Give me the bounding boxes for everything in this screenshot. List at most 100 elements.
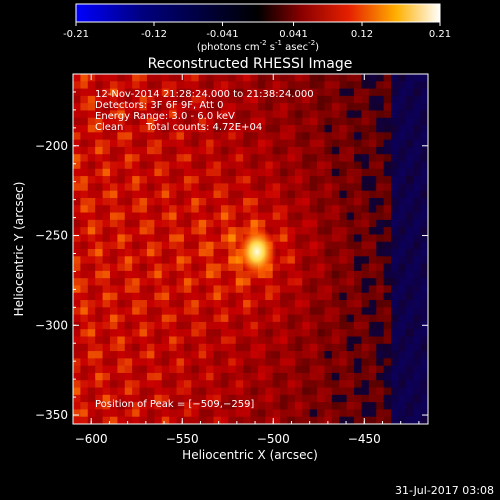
heatmap-cell [95, 154, 103, 162]
heatmap-cell [102, 307, 111, 316]
heatmap-cell [287, 394, 296, 403]
heatmap-cell [228, 125, 237, 133]
heatmap-cell [354, 219, 362, 228]
heatmap-cell [294, 117, 303, 126]
heatmap-cell [183, 132, 192, 141]
heatmap-cell [317, 74, 325, 82]
heatmap-cell [220, 227, 229, 235]
heatmap-cell [95, 336, 103, 345]
heatmap-cell [228, 416, 237, 424]
heatmap-cell [228, 285, 237, 294]
heatmap-cell [183, 117, 192, 126]
heatmap-cell [169, 227, 177, 235]
heatmap-cell [169, 95, 177, 104]
heatmap-cell [169, 125, 177, 133]
heatmap-cell [302, 110, 311, 119]
heatmap-cell [109, 256, 118, 264]
heatmap-cell [87, 88, 96, 97]
heatmap-cell [354, 270, 362, 279]
heatmap-cell [339, 263, 348, 272]
heatmap-cell [376, 358, 385, 367]
heatmap-cell [317, 161, 325, 170]
heatmap-cell [198, 103, 207, 111]
heatmap-cell [213, 227, 222, 235]
heatmap-cell [287, 249, 296, 257]
peak-source [236, 225, 277, 278]
heatmap-cell [354, 321, 362, 330]
heatmap-cell [206, 205, 214, 213]
heatmap-cell [95, 205, 103, 213]
heatmap-cell [368, 321, 377, 330]
heatmap-cell [73, 103, 81, 111]
heatmap-cell [183, 139, 192, 148]
heatmap-cell [280, 88, 288, 97]
heatmap-cell [102, 365, 111, 374]
heatmap-cell [117, 197, 126, 206]
heatmap-cell [176, 219, 185, 228]
heatmap-cell [228, 336, 237, 345]
heatmap-cell [346, 336, 355, 345]
heatmap-cell [331, 161, 340, 170]
heatmap-cell [80, 117, 89, 126]
heatmap-cell [339, 307, 348, 316]
heatmap-cell [124, 88, 133, 97]
heatmap-cell [287, 190, 296, 199]
heatmap-cell [420, 117, 428, 126]
heatmap-cell [257, 212, 266, 221]
heatmap-cell [272, 219, 281, 228]
heatmap-cell [294, 219, 303, 228]
heatmap-cell [376, 321, 385, 330]
heatmap-cell [176, 314, 185, 323]
heatmap-cell [257, 314, 266, 323]
heatmap-cell [183, 402, 192, 410]
heatmap-cell [391, 249, 399, 257]
heatmap-cell [117, 343, 126, 352]
heatmap-cell [324, 241, 333, 250]
heatmap-cell [280, 329, 288, 337]
heatmap-cell [235, 321, 244, 330]
heatmap-cell [243, 117, 251, 126]
heatmap-cell [361, 81, 370, 89]
heatmap-cell [309, 263, 318, 272]
heatmap-cell [235, 74, 244, 82]
heatmap-cell [169, 168, 177, 177]
heatmap-cell [176, 88, 185, 97]
heatmap-cell [87, 205, 96, 213]
heatmap-cell [287, 219, 296, 228]
heatmap-cell [132, 241, 140, 250]
heatmap-cell [265, 74, 274, 82]
heatmap-cell [361, 227, 370, 235]
heatmap-cell [391, 358, 399, 367]
heatmap-cell [235, 234, 244, 243]
heatmap-cell [324, 387, 333, 396]
heatmap-cell [87, 351, 96, 359]
heatmap-cell [391, 387, 399, 396]
heatmap-cell [198, 95, 207, 104]
heatmap-cell [169, 321, 177, 330]
heatmap-cell [413, 249, 422, 257]
heatmap-cell [117, 176, 126, 184]
heatmap-cell [272, 81, 281, 89]
heatmap-cell [250, 285, 259, 294]
heatmap-cell [235, 336, 244, 345]
heatmap-cell [95, 176, 103, 184]
heatmap-cell [287, 336, 296, 345]
heatmap-cell [383, 394, 392, 403]
heatmap-cell [346, 416, 355, 424]
heatmap-cell [220, 300, 229, 308]
heatmap-cell [413, 241, 422, 250]
heatmap-cell [87, 183, 96, 192]
heatmap-cell [294, 263, 303, 272]
heatmap-cell [398, 270, 407, 279]
heatmap-cell [376, 168, 385, 177]
heatmap-cell [309, 154, 318, 162]
heatmap-cell [87, 387, 96, 396]
heatmap-cell [391, 409, 399, 418]
heatmap-cell [154, 125, 163, 133]
heatmap-cell [317, 117, 325, 126]
heatmap-cell [117, 227, 126, 235]
heatmap-cell [109, 95, 118, 104]
heatmap-cell [413, 256, 422, 264]
heatmap-cell [139, 300, 148, 308]
heatmap-cell [117, 190, 126, 199]
